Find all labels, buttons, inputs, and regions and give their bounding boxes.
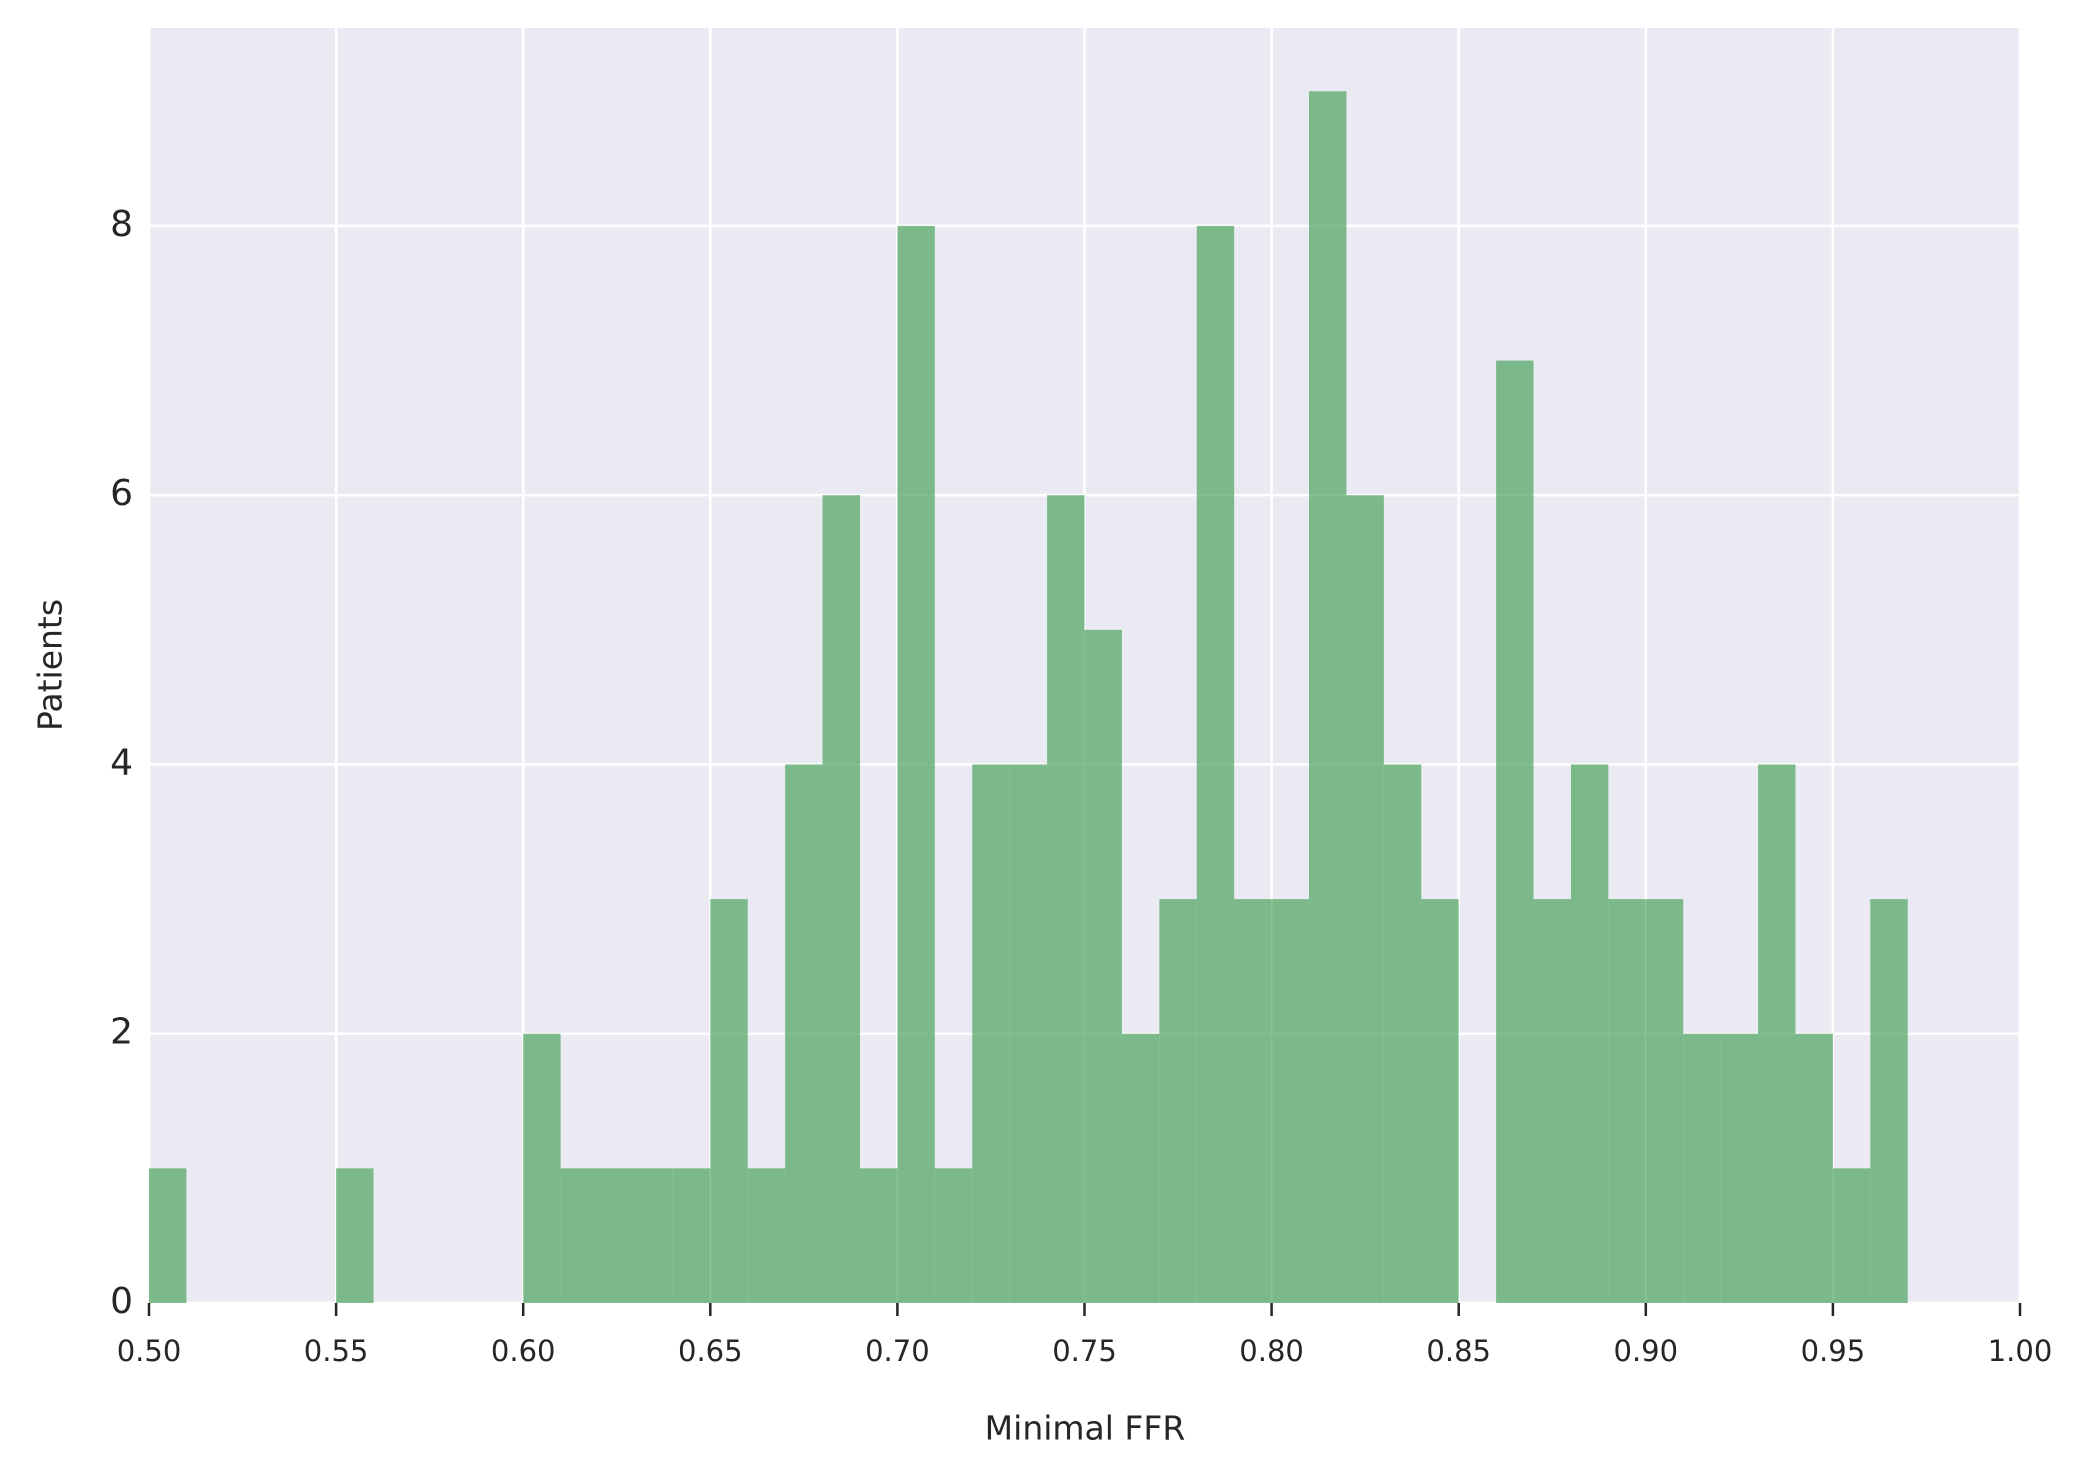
bar bbox=[1533, 899, 1571, 1303]
bar bbox=[1496, 360, 1534, 1303]
bar bbox=[1234, 899, 1272, 1303]
bar bbox=[1421, 899, 1459, 1303]
bar bbox=[1570, 764, 1609, 1303]
bar bbox=[1645, 899, 1684, 1303]
bars bbox=[149, 91, 1908, 1304]
x-tick-label: 0.70 bbox=[865, 1334, 930, 1368]
bar bbox=[785, 764, 823, 1303]
x-tick-label: 1.00 bbox=[1988, 1334, 2053, 1368]
bar bbox=[523, 1033, 561, 1303]
y-tick-label: 8 bbox=[110, 204, 133, 245]
bar bbox=[1121, 1033, 1160, 1303]
y-tick-label: 0 bbox=[110, 1281, 133, 1322]
bar bbox=[1009, 764, 1048, 1303]
y-tick-label: 2 bbox=[110, 1012, 133, 1053]
x-tick-label: 0.75 bbox=[1052, 1334, 1117, 1368]
y-tick-label: 4 bbox=[110, 742, 133, 783]
x-tick-label: 0.95 bbox=[1801, 1334, 1866, 1368]
bar bbox=[635, 1168, 673, 1303]
x-axis-label: Minimal FFR bbox=[985, 1409, 1186, 1448]
x-tick-label: 0.85 bbox=[1426, 1334, 1491, 1368]
bar bbox=[1196, 225, 1235, 1304]
bar bbox=[1309, 91, 1347, 1303]
bar bbox=[1608, 899, 1646, 1303]
y-tick-label: 6 bbox=[110, 473, 133, 514]
x-tick-label: 0.80 bbox=[1239, 1334, 1304, 1368]
bar bbox=[710, 899, 748, 1303]
bar bbox=[1346, 495, 1384, 1303]
bar bbox=[859, 1168, 898, 1303]
bar bbox=[1758, 764, 1796, 1303]
bar bbox=[822, 495, 860, 1303]
bar bbox=[149, 1168, 187, 1303]
bar bbox=[598, 1168, 636, 1303]
axes: 0 2 4 6 8 0.50 0.55 0.60 0.65 0.70 0.75 0.80 0.85 0.9… bbox=[110, 204, 2052, 1368]
x-tick-label: 0.65 bbox=[678, 1334, 743, 1368]
bar bbox=[560, 1168, 599, 1303]
y-axis-label: Patients bbox=[31, 599, 70, 731]
x-tick-label: 0.90 bbox=[1614, 1334, 1679, 1368]
bar bbox=[972, 764, 1010, 1303]
bar bbox=[934, 1168, 973, 1303]
bar bbox=[897, 225, 935, 1304]
bar bbox=[1870, 899, 1908, 1303]
bar bbox=[336, 1168, 374, 1303]
bar bbox=[1159, 899, 1197, 1303]
bar bbox=[1832, 1168, 1871, 1303]
bar bbox=[1084, 629, 1122, 1303]
x-tick-label: 0.60 bbox=[491, 1334, 556, 1368]
bar bbox=[1720, 1033, 1759, 1303]
x-tick-label: 0.50 bbox=[117, 1334, 182, 1368]
bar bbox=[1047, 495, 1085, 1303]
bar bbox=[1795, 1033, 1833, 1303]
bar bbox=[747, 1168, 786, 1303]
bar bbox=[1383, 764, 1422, 1303]
bar bbox=[1683, 1033, 1721, 1303]
bar bbox=[672, 1168, 711, 1303]
x-tick-label: 0.55 bbox=[304, 1334, 369, 1368]
bar bbox=[1271, 899, 1310, 1303]
